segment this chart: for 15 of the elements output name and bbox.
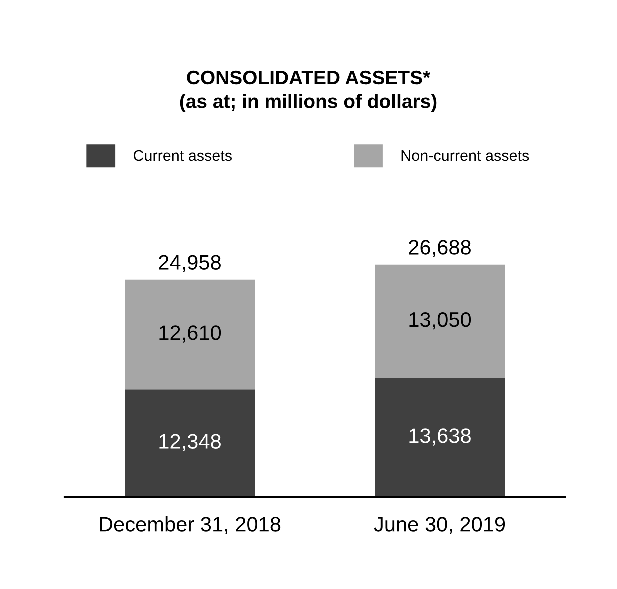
total-label: 26,688 — [409, 240, 471, 258]
chart-title: CONSOLIDATED ASSETS* (as at; in millions of dollars) — [180, 70, 437, 112]
bar — [375, 264, 505, 378]
data-label: 12,348 — [160, 434, 221, 452]
bar — [125, 280, 255, 390]
x-tick-label: December 31, 2018 — [100, 516, 281, 534]
total-label: 24,958 — [159, 255, 221, 272]
data-label: 12,610 — [160, 326, 222, 343]
data-label: 13,050 — [410, 312, 472, 330]
legend-label: Current assets — [134, 150, 232, 162]
bar — [375, 378, 505, 498]
data-label: 13,638 — [410, 428, 471, 446]
x-tick-label: June 30, 2019 — [374, 517, 506, 534]
legend-label: Non-current assets — [402, 150, 530, 162]
bar — [125, 390, 255, 498]
